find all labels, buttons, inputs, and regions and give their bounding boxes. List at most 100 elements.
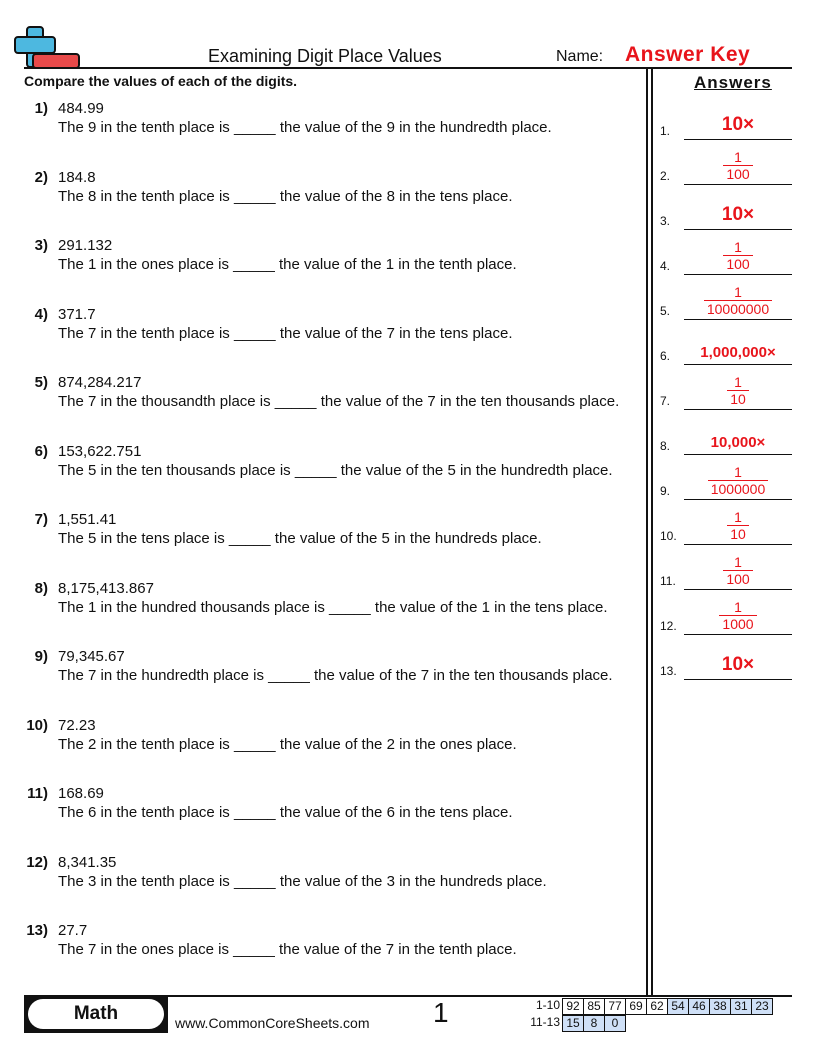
score-row: 11-13 15 8 0 [526, 1015, 626, 1032]
answer-line [684, 318, 792, 320]
column-divider [646, 68, 648, 996]
answer-item: 11. 1 100 [660, 548, 792, 590]
problem-value: 184.8 [58, 168, 96, 186]
problem-number: 8) [34, 579, 48, 597]
problem-sentence: The 7 in the ones place is _____ the val… [58, 941, 517, 958]
answer-item: 3. 10× [660, 188, 792, 230]
problem-number: 13) [26, 922, 48, 939]
answer-line [684, 273, 792, 275]
problem-number: 7) [34, 511, 48, 528]
answers-heading: Answers [694, 73, 772, 92]
instructions: Compare the values of each of the digits… [24, 73, 298, 89]
answer-fraction: 1 100 [684, 239, 792, 272]
answer-line [684, 633, 792, 635]
answer-item: 1. 10× [660, 98, 792, 140]
score-cell: 0 [604, 1015, 626, 1032]
score-row: 1-10 92 85 77 69 62 54 46 38 31 23 [526, 998, 773, 1015]
problem-sentence: The 7 in the hundredth place is _____ th… [58, 667, 613, 684]
logo-plus-horizontal [14, 36, 56, 54]
problem-number: 10) [26, 716, 48, 734]
fraction-numerator: 1 [734, 374, 742, 390]
answer-line [684, 678, 792, 680]
problem-number: 1) [34, 100, 48, 117]
problem-value: 1,551.41 [58, 511, 117, 528]
score-cell: 85 [583, 998, 605, 1015]
problem-value: 168.69 [58, 785, 104, 802]
answer-fraction: 1 100 [684, 149, 792, 182]
score-cell: 54 [667, 998, 689, 1015]
problem-sentence: The 2 in the tenth place is _____ the va… [58, 735, 517, 753]
answer-item: 4. 1 100 [660, 233, 792, 275]
fraction-denominator: 100 [723, 255, 753, 272]
answer-item: 6. 1,000,000× [660, 323, 792, 365]
header-divider [24, 67, 792, 69]
page-title: Examining Digit Place Values [208, 46, 442, 66]
answer-value: 10× [721, 204, 755, 225]
problem-value: 79,345.67 [58, 648, 125, 665]
problem-sentence: The 7 in the tenth place is _____ the va… [58, 324, 513, 342]
answer-value: 1,000,000× [700, 344, 776, 361]
answer-item: 7. 1 10 [660, 368, 792, 410]
problem-sentence: The 7 in the thousandth place is _____ t… [58, 393, 620, 410]
fraction-numerator: 1 [734, 554, 742, 570]
score-cell: 69 [625, 998, 647, 1015]
problem-sentence: The 5 in the ten thousands place is ____… [58, 461, 613, 479]
fraction-numerator: 1 [734, 464, 742, 480]
answer-value: 10× [721, 654, 755, 675]
fraction-numerator: 1 [734, 284, 742, 300]
answer-number: 5. [660, 304, 671, 318]
answer-fraction: 1 10 [684, 509, 792, 542]
answer-number: 2. [660, 169, 671, 183]
problem-number: 9) [34, 648, 48, 665]
problem-sentence: The 5 in the tens place is _____ the val… [58, 530, 542, 547]
score-range: 11-13 [530, 1015, 560, 1029]
answer-item: 5. 1 10000000 [660, 278, 792, 320]
problem-number: 6) [34, 442, 48, 460]
answer-item: 10. 1 10 [660, 503, 792, 545]
answer-item: 2. 1 100 [660, 143, 792, 185]
answer-line [684, 228, 792, 230]
problem-sentence: The 3 in the tenth place is _____ the va… [58, 872, 547, 890]
problem-sentence: The 6 in the tenth place is _____ the va… [58, 804, 513, 821]
answer-key-label: Answer Key [625, 43, 751, 66]
name-label: Name: [556, 48, 604, 65]
score-cell: 8 [583, 1015, 605, 1032]
answer-line [684, 408, 792, 410]
answer-line [684, 543, 792, 545]
answer-number: 8. [660, 439, 671, 453]
answer-fraction: 1 10 [684, 374, 792, 407]
problem-value: 72.23 [58, 716, 96, 734]
fraction-denominator: 10 [727, 525, 749, 542]
score-cell: 15 [562, 1015, 584, 1032]
answer-number: 4. [660, 259, 671, 273]
answer-line [684, 183, 792, 185]
answer-line [684, 453, 792, 455]
problem-sentence: The 1 in the ones place is _____ the val… [58, 256, 517, 273]
fraction-numerator: 1 [734, 599, 742, 615]
answer-fraction: 1 1000 [684, 599, 792, 632]
score-cell: 92 [562, 998, 584, 1015]
problem-value: 8,175,413.867 [58, 579, 154, 597]
score-cell: 77 [604, 998, 626, 1015]
footer-divider [24, 995, 792, 997]
problem-number: 4) [34, 305, 48, 323]
subject-label: Math [28, 999, 164, 1029]
answer-fraction: 1 1000000 [684, 464, 792, 497]
fraction-numerator: 1 [734, 239, 742, 255]
answer-number: 7. [660, 394, 671, 408]
problem-number: 12) [26, 853, 48, 871]
fraction-denominator: 1000 [719, 615, 757, 632]
column-divider [651, 68, 653, 996]
problem-value: 291.132 [58, 237, 113, 254]
answer-line [684, 363, 792, 365]
problem-value: 874,284.217 [58, 374, 142, 391]
problem-number: 11) [27, 785, 48, 802]
answer-line [684, 498, 792, 500]
answer-number: 12. [660, 619, 677, 633]
fraction-denominator: 100 [723, 165, 753, 182]
fraction-denominator: 1000000 [707, 480, 769, 497]
answer-fraction: 1 100 [684, 554, 792, 587]
problem-sentence: The 8 in the tenth place is _____ the va… [58, 187, 513, 205]
answer-item: 9. 1 1000000 [660, 458, 792, 500]
problem-number: 5) [34, 374, 48, 391]
